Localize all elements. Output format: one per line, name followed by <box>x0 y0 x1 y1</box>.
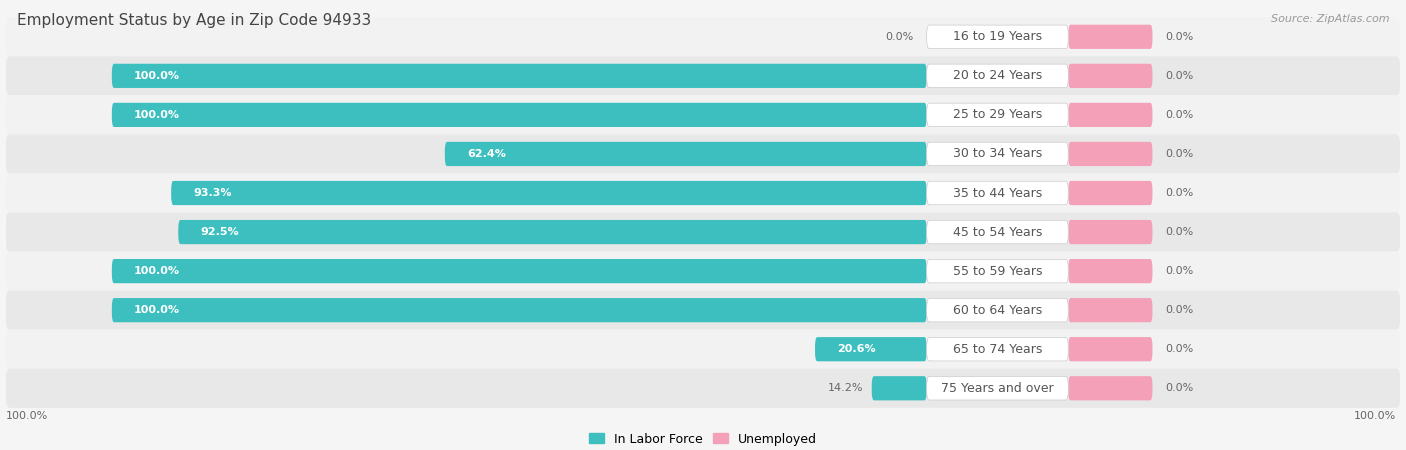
Text: 0.0%: 0.0% <box>1166 149 1194 159</box>
FancyBboxPatch shape <box>815 337 927 361</box>
FancyBboxPatch shape <box>927 103 1069 126</box>
Text: 100.0%: 100.0% <box>6 411 48 421</box>
FancyBboxPatch shape <box>6 174 1400 212</box>
FancyBboxPatch shape <box>927 181 1069 205</box>
Text: 0.0%: 0.0% <box>1166 188 1194 198</box>
Text: 100.0%: 100.0% <box>134 71 180 81</box>
FancyBboxPatch shape <box>1069 181 1153 205</box>
Text: 0.0%: 0.0% <box>886 32 914 42</box>
FancyBboxPatch shape <box>112 259 927 283</box>
FancyBboxPatch shape <box>927 25 1069 49</box>
FancyBboxPatch shape <box>6 330 1400 369</box>
Text: 93.3%: 93.3% <box>193 188 232 198</box>
FancyBboxPatch shape <box>6 95 1400 135</box>
Text: 0.0%: 0.0% <box>1166 32 1194 42</box>
Text: 62.4%: 62.4% <box>467 149 506 159</box>
Text: 14.2%: 14.2% <box>827 383 863 393</box>
FancyBboxPatch shape <box>927 377 1069 400</box>
Text: 0.0%: 0.0% <box>1166 383 1194 393</box>
FancyBboxPatch shape <box>927 142 1069 166</box>
Legend: In Labor Force, Unemployed: In Labor Force, Unemployed <box>583 428 823 450</box>
FancyBboxPatch shape <box>1069 376 1153 400</box>
Text: 0.0%: 0.0% <box>1166 344 1194 354</box>
FancyBboxPatch shape <box>6 135 1400 174</box>
Text: 100.0%: 100.0% <box>1354 411 1396 421</box>
FancyBboxPatch shape <box>112 103 927 127</box>
FancyBboxPatch shape <box>1069 259 1153 283</box>
Text: 92.5%: 92.5% <box>201 227 239 237</box>
FancyBboxPatch shape <box>6 212 1400 252</box>
Text: 65 to 74 Years: 65 to 74 Years <box>953 343 1042 356</box>
FancyBboxPatch shape <box>1069 64 1153 88</box>
Text: 20 to 24 Years: 20 to 24 Years <box>953 69 1042 82</box>
FancyBboxPatch shape <box>927 298 1069 322</box>
FancyBboxPatch shape <box>179 220 927 244</box>
FancyBboxPatch shape <box>927 259 1069 283</box>
FancyBboxPatch shape <box>112 298 927 322</box>
Text: Source: ZipAtlas.com: Source: ZipAtlas.com <box>1271 14 1389 23</box>
FancyBboxPatch shape <box>1069 142 1153 166</box>
Text: Employment Status by Age in Zip Code 94933: Employment Status by Age in Zip Code 949… <box>17 14 371 28</box>
FancyBboxPatch shape <box>6 17 1400 56</box>
Text: 0.0%: 0.0% <box>1166 227 1194 237</box>
Text: 0.0%: 0.0% <box>1166 110 1194 120</box>
Text: 45 to 54 Years: 45 to 54 Years <box>953 225 1042 238</box>
FancyBboxPatch shape <box>872 376 927 400</box>
FancyBboxPatch shape <box>1069 25 1153 49</box>
FancyBboxPatch shape <box>112 64 927 88</box>
Text: 0.0%: 0.0% <box>1166 71 1194 81</box>
FancyBboxPatch shape <box>927 338 1069 361</box>
Text: 25 to 29 Years: 25 to 29 Years <box>953 108 1042 122</box>
FancyBboxPatch shape <box>1069 298 1153 322</box>
Text: 16 to 19 Years: 16 to 19 Years <box>953 30 1042 43</box>
Text: 100.0%: 100.0% <box>134 110 180 120</box>
Text: 30 to 34 Years: 30 to 34 Years <box>953 148 1042 161</box>
FancyBboxPatch shape <box>6 369 1400 408</box>
FancyBboxPatch shape <box>172 181 927 205</box>
Text: 100.0%: 100.0% <box>134 266 180 276</box>
FancyBboxPatch shape <box>6 291 1400 330</box>
Text: 100.0%: 100.0% <box>134 305 180 315</box>
FancyBboxPatch shape <box>6 56 1400 95</box>
Text: 55 to 59 Years: 55 to 59 Years <box>953 265 1042 278</box>
Text: 0.0%: 0.0% <box>1166 305 1194 315</box>
FancyBboxPatch shape <box>1069 337 1153 361</box>
Text: 35 to 44 Years: 35 to 44 Years <box>953 186 1042 199</box>
FancyBboxPatch shape <box>927 64 1069 88</box>
Text: 0.0%: 0.0% <box>1166 266 1194 276</box>
FancyBboxPatch shape <box>1069 103 1153 127</box>
FancyBboxPatch shape <box>6 252 1400 291</box>
FancyBboxPatch shape <box>444 142 927 166</box>
FancyBboxPatch shape <box>927 220 1069 244</box>
Text: 60 to 64 Years: 60 to 64 Years <box>953 304 1042 317</box>
Text: 20.6%: 20.6% <box>837 344 876 354</box>
FancyBboxPatch shape <box>1069 220 1153 244</box>
Text: 75 Years and over: 75 Years and over <box>941 382 1053 395</box>
